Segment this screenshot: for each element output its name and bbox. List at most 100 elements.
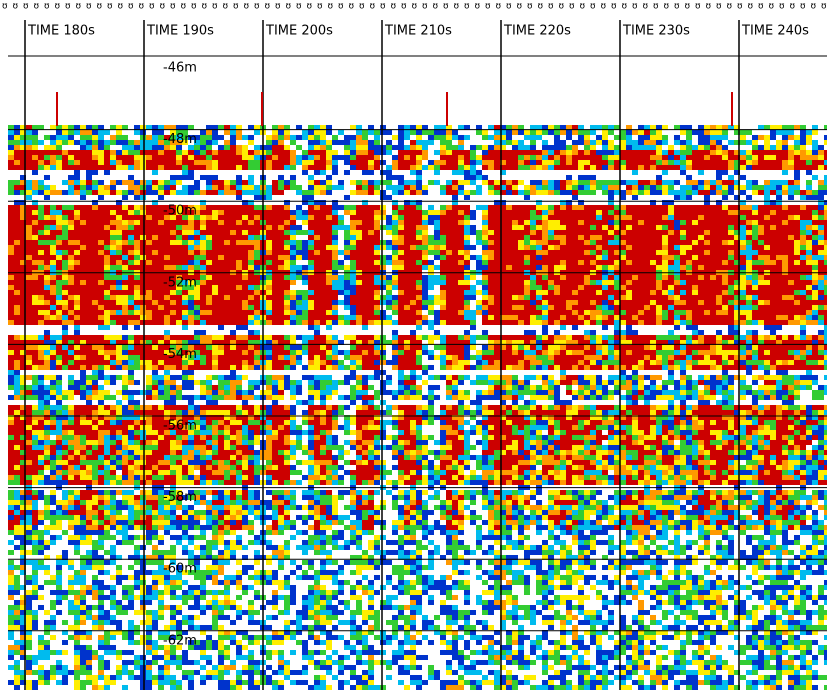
echo-cell xyxy=(98,135,104,140)
echo-cell xyxy=(128,165,134,170)
echo-cell xyxy=(446,300,452,305)
echo-cell xyxy=(512,155,518,160)
echo-cell xyxy=(764,190,770,195)
echo-cell xyxy=(206,125,212,130)
echo-cell xyxy=(518,225,524,230)
echo-cell xyxy=(278,155,284,160)
echo-cell xyxy=(338,180,344,185)
echo-cell xyxy=(92,295,98,300)
echo-cell xyxy=(470,245,476,250)
echo-cell xyxy=(200,305,206,310)
echo-cell xyxy=(56,315,62,320)
echo-cell xyxy=(728,175,734,180)
echo-cell xyxy=(170,190,176,195)
echo-cell xyxy=(470,275,476,280)
echo-cell xyxy=(794,310,800,315)
echo-cell xyxy=(248,190,254,195)
echo-cell xyxy=(422,245,428,250)
echo-cell xyxy=(788,225,794,230)
echo-cell xyxy=(116,275,122,280)
echo-cell xyxy=(668,320,674,325)
echo-cell xyxy=(662,290,668,295)
echo-cell xyxy=(332,290,338,295)
echo-cell xyxy=(482,290,488,295)
echo-cell xyxy=(146,230,152,235)
echo-cell xyxy=(464,275,470,280)
echo-cell xyxy=(794,280,800,285)
echo-cell xyxy=(464,195,470,200)
echo-cell xyxy=(212,285,218,290)
echo-cell xyxy=(224,155,230,160)
echo-cell xyxy=(212,225,218,230)
echo-cell xyxy=(404,245,410,250)
echo-cell xyxy=(434,230,440,235)
echo-cell xyxy=(278,125,284,130)
echo-cell xyxy=(500,260,506,265)
echo-cell xyxy=(710,190,716,195)
echo-cell xyxy=(770,275,776,280)
echo-cell xyxy=(14,255,20,260)
echo-cell xyxy=(326,245,332,250)
echo-cell xyxy=(236,285,242,290)
echo-cell xyxy=(50,220,56,225)
echo-cell xyxy=(404,165,410,170)
echo-cell xyxy=(374,285,380,290)
echo-cell xyxy=(722,135,728,140)
echo-cell xyxy=(14,230,20,235)
echo-cell xyxy=(44,160,50,165)
echo-cell xyxy=(506,230,512,235)
echo-cell xyxy=(176,260,182,265)
echo-cell xyxy=(182,160,188,165)
echo-cell xyxy=(44,310,50,315)
echo-cell xyxy=(824,230,827,235)
echo-cell xyxy=(266,135,272,140)
echo-cell xyxy=(698,125,704,130)
echo-cell xyxy=(272,125,278,130)
echo-cell xyxy=(806,295,812,300)
echo-cell xyxy=(140,305,146,310)
echo-cell xyxy=(536,315,542,320)
echo-cell xyxy=(764,275,770,280)
echo-cell xyxy=(278,160,284,165)
echo-cell xyxy=(80,260,86,265)
echo-cell xyxy=(326,155,332,160)
echo-cell xyxy=(296,230,302,235)
echo-cell xyxy=(650,130,656,135)
echo-cell xyxy=(290,165,296,170)
echo-cell xyxy=(398,255,404,260)
echo-cell xyxy=(440,190,446,195)
echo-cell xyxy=(740,290,746,295)
echo-cell xyxy=(404,230,410,235)
echo-cell xyxy=(158,125,164,130)
echo-cell xyxy=(422,145,428,150)
echo-cell xyxy=(488,335,494,340)
echo-cell xyxy=(26,250,32,255)
echo-cell xyxy=(392,245,398,250)
echo-cell xyxy=(140,275,146,280)
echo-cell xyxy=(722,310,728,315)
echo-cell xyxy=(452,315,458,320)
echo-cell xyxy=(62,140,68,145)
echo-cell xyxy=(788,160,794,165)
echo-cell xyxy=(368,210,374,215)
echo-cell xyxy=(446,295,452,300)
echo-cell xyxy=(164,220,170,225)
echo-cell xyxy=(680,235,686,240)
echo-cell xyxy=(596,230,602,235)
echo-cell xyxy=(296,335,302,340)
echo-cell xyxy=(278,250,284,255)
echo-cell xyxy=(8,285,14,290)
echo-cell xyxy=(548,250,554,255)
echo-cell xyxy=(602,180,608,185)
echo-cell xyxy=(800,140,806,145)
echo-cell xyxy=(14,240,20,245)
echo-cell xyxy=(272,240,278,245)
echo-cell xyxy=(800,210,806,215)
echo-cell xyxy=(278,240,284,245)
echo-cell xyxy=(410,125,416,130)
echo-cell xyxy=(500,165,506,170)
echo-cell xyxy=(740,300,746,305)
echo-cell xyxy=(38,310,44,315)
echo-cell xyxy=(746,180,752,185)
echo-cell xyxy=(512,255,518,260)
